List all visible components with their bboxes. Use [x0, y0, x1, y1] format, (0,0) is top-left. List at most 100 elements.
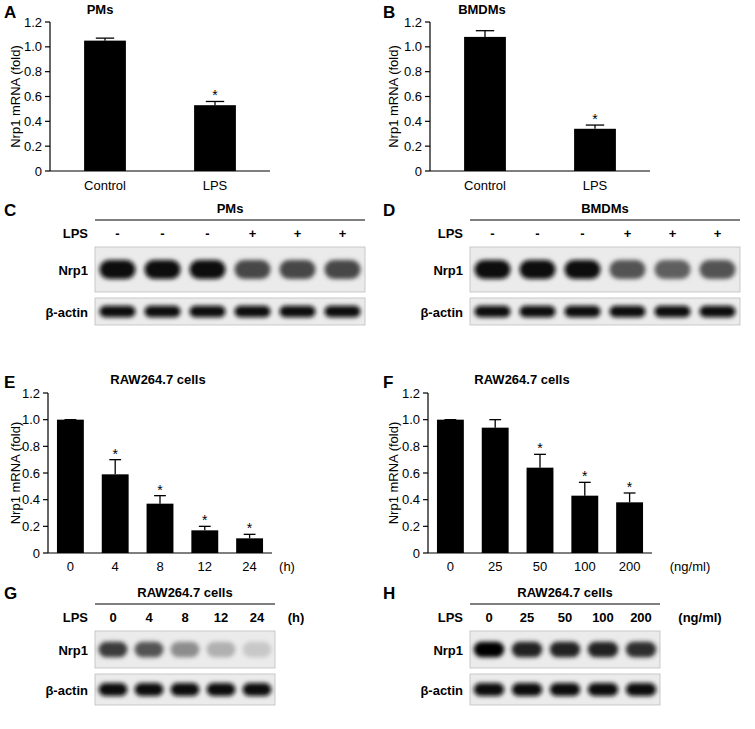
y-tick — [425, 21, 430, 22]
y-tick — [425, 121, 430, 122]
band — [475, 306, 511, 317]
y-tick — [45, 21, 50, 22]
error-cap — [444, 419, 456, 420]
y-tick-label: 1.0 — [22, 412, 40, 427]
lane-label: - — [490, 226, 494, 241]
x-tick-label: 200 — [619, 559, 641, 574]
x-tick-label: 0 — [447, 559, 454, 574]
blot-membrane — [95, 298, 365, 325]
blot-membrane — [470, 298, 740, 325]
y-tick — [43, 499, 48, 500]
bar — [482, 428, 509, 553]
band-label: β-actin — [420, 305, 463, 320]
band — [135, 683, 164, 696]
band — [243, 683, 272, 696]
row-label: LPS — [438, 610, 464, 625]
y-tick — [423, 419, 428, 420]
y-tick-label: 0.4 — [404, 114, 422, 129]
y-tick — [43, 419, 48, 420]
band — [655, 306, 691, 317]
x-axis — [50, 170, 270, 171]
y-axis-label: Nrp1 mRNA (fold) — [386, 45, 401, 148]
band — [280, 306, 316, 317]
chart-title: PMs — [87, 2, 114, 17]
band — [655, 260, 691, 279]
y-tick-label: 1.2 — [404, 15, 422, 30]
band — [565, 306, 601, 317]
band-label: β-actin — [420, 683, 463, 698]
band — [512, 683, 542, 696]
band — [610, 306, 646, 317]
x-tick-label: Control — [84, 178, 126, 193]
lane-label: - — [160, 226, 164, 241]
y-tick-label: 0.8 — [24, 64, 42, 79]
band — [588, 642, 618, 658]
x-tick-label: 100 — [574, 559, 596, 574]
y-tick-label: 0 — [413, 546, 420, 561]
band-label: Nrp1 — [58, 263, 88, 278]
y-tick — [43, 472, 48, 473]
band — [325, 260, 361, 279]
band-label: Nrp1 — [58, 643, 88, 658]
significance-mark: * — [157, 482, 163, 498]
blot-membrane — [95, 631, 275, 668]
lane-label: - — [580, 226, 584, 241]
band-label: β-actin — [45, 683, 88, 698]
lane-label: - — [205, 226, 209, 241]
y-tick — [45, 146, 50, 147]
x-axis-label: (ng/ml) — [670, 559, 710, 574]
y-tick — [45, 71, 50, 72]
title-rule — [95, 603, 275, 604]
bars — [57, 420, 263, 553]
y-tick — [43, 446, 48, 447]
y-tick — [423, 392, 428, 393]
western-blot: DBMDMsLPS---+++Nrp1β-actin — [383, 201, 740, 325]
y-tick — [45, 121, 50, 122]
error-bar — [109, 460, 121, 475]
band — [145, 260, 181, 279]
title-rule — [470, 219, 740, 220]
lane-label: 0 — [485, 610, 492, 625]
title-rule — [470, 603, 660, 604]
y-tick-label: 1.2 — [24, 15, 42, 30]
band — [610, 260, 646, 279]
lane-label: 12 — [214, 610, 228, 625]
western-blot: GRAW264.7 cellsLPS0481224(h)Nrp1β-actin — [4, 584, 304, 705]
band — [565, 260, 601, 279]
x-tick-label: 25 — [488, 559, 502, 574]
panel-label: B — [383, 3, 395, 22]
band — [100, 260, 136, 279]
bars — [437, 420, 643, 553]
y-tick — [423, 472, 428, 473]
error-bar — [489, 420, 501, 428]
lane-label: - — [535, 226, 539, 241]
band — [171, 642, 200, 658]
chart-title: RAW264.7 cells — [110, 372, 205, 387]
y-axis-label: Nrp1 mRNA (fold) — [386, 422, 401, 525]
band — [512, 642, 542, 658]
band — [700, 306, 736, 317]
lane-label: 200 — [630, 610, 652, 625]
y-tick — [43, 552, 48, 553]
significance-mark: * — [212, 87, 218, 103]
row-label: LPS — [438, 226, 464, 241]
y-tick-label: 0.4 — [402, 492, 420, 507]
bar-chart: ERAW264.7 cellsNrp1 mRNA (fold)00.20.40.… — [4, 372, 295, 574]
bar — [147, 504, 174, 553]
band — [243, 642, 272, 658]
significance-mark: * — [247, 520, 253, 536]
y-tick-label: 0.2 — [22, 519, 40, 534]
bar — [194, 105, 236, 171]
x-tick-label: Control — [464, 178, 506, 193]
bar — [616, 502, 643, 553]
panel-label: C — [4, 201, 16, 220]
y-tick — [425, 146, 430, 147]
band — [190, 306, 226, 317]
y-tick — [423, 526, 428, 527]
blot-title: PMs — [217, 201, 244, 216]
bar — [574, 129, 616, 171]
lane-label: + — [294, 226, 302, 241]
band-label: Nrp1 — [433, 643, 463, 658]
y-tick-label: 0.6 — [22, 466, 40, 481]
bar — [437, 420, 464, 553]
